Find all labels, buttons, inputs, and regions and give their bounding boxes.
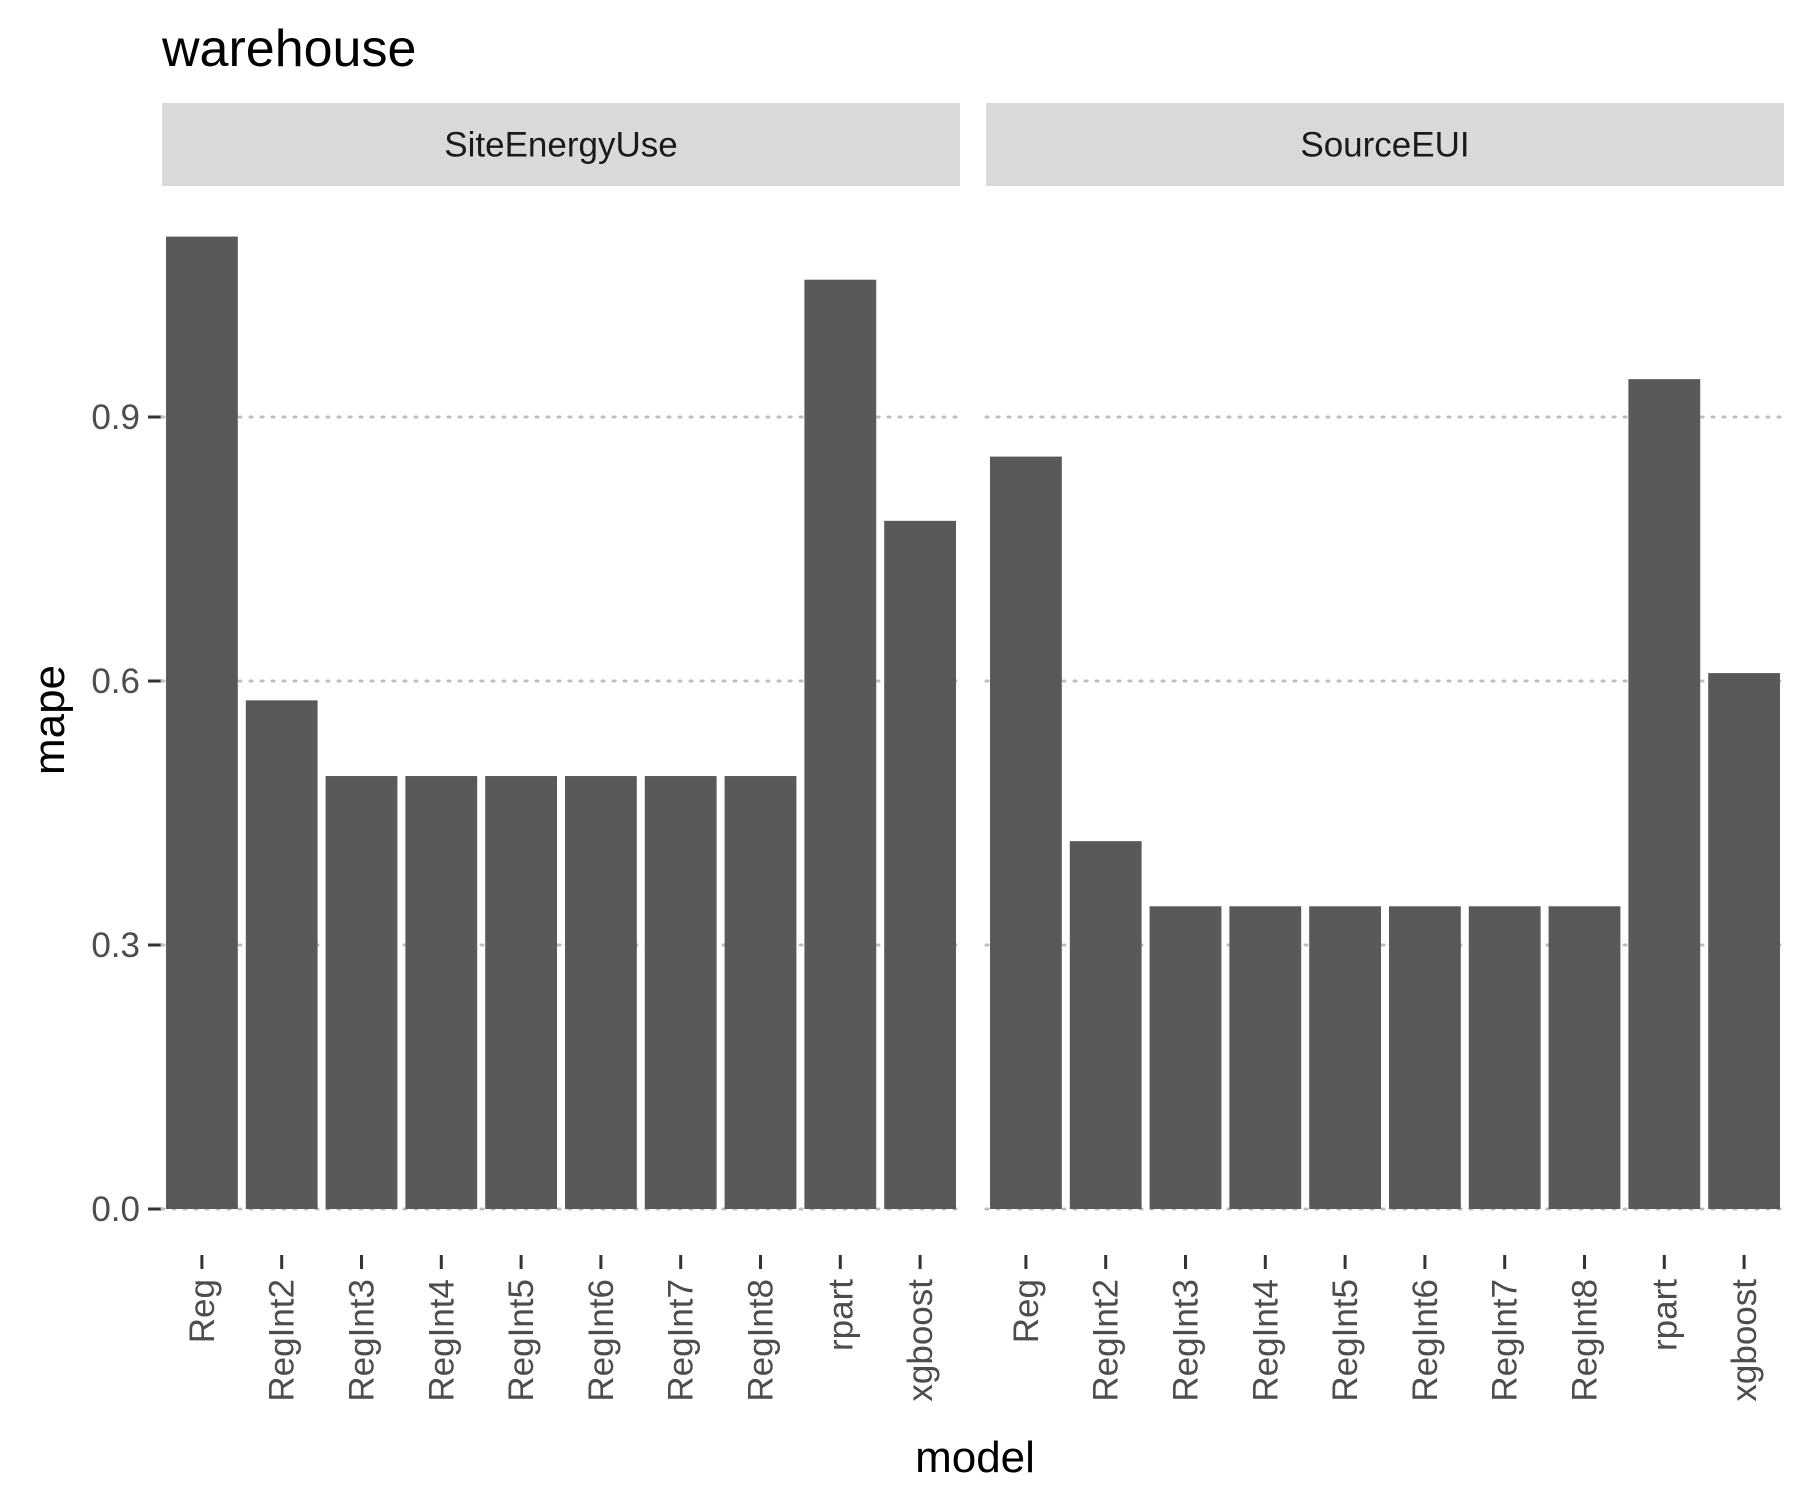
x-tick-label: RegInt2 xyxy=(263,1279,302,1402)
bar-xgboost xyxy=(1708,673,1781,1209)
x-tick-label: Reg xyxy=(1007,1279,1046,1343)
x-tick-label: RegInt2 xyxy=(1087,1279,1126,1402)
x-tick-label: RegInt4 xyxy=(422,1279,461,1402)
y-tick-label: 0.3 xyxy=(91,926,140,965)
facet-strip xyxy=(986,103,1784,186)
bar-reg xyxy=(165,236,238,1210)
bar-xgboost xyxy=(884,520,957,1209)
x-tick-label: Reg xyxy=(183,1279,222,1343)
bar-regint5 xyxy=(485,776,558,1209)
bar-regint4 xyxy=(405,776,478,1209)
plot-area: 0.0 0.3 0.6 0.9 SiteEnergyUse Reg RegInt2 RegIn… xyxy=(91,103,1786,1402)
bar-regint7 xyxy=(1468,906,1541,1209)
bar-regint8 xyxy=(1548,906,1621,1209)
x-tick-label: RegInt4 xyxy=(1246,1279,1285,1402)
chart-title: warehouse xyxy=(161,20,416,78)
bar-reg xyxy=(989,456,1062,1210)
x-axis-title: model xyxy=(915,1433,1035,1482)
facet-strip-label: SiteEnergyUse xyxy=(444,126,677,165)
y-tick-label: 0.6 xyxy=(91,662,140,701)
bar-regint4 xyxy=(1229,906,1302,1209)
facet-strip xyxy=(162,103,960,186)
x-tick-label: RegInt7 xyxy=(1486,1279,1525,1402)
bar-regint2 xyxy=(245,700,318,1209)
bar-regint3 xyxy=(1149,906,1222,1209)
y-tick-label: 0.0 xyxy=(91,1190,140,1229)
bar-regint6 xyxy=(1388,906,1461,1209)
x-tick-label: RegInt3 xyxy=(343,1279,382,1402)
x-tick-label: RegInt7 xyxy=(662,1279,701,1402)
x-tick-label: rpart xyxy=(821,1279,860,1351)
x-tick-label: RegInt3 xyxy=(1167,1279,1206,1402)
bar-regint7 xyxy=(644,776,717,1209)
y-tick-label: 0.9 xyxy=(91,398,140,437)
x-tick-label: RegInt6 xyxy=(1406,1279,1445,1402)
x-tick-label: xgboost xyxy=(901,1279,940,1402)
x-tick-label: rpart xyxy=(1645,1279,1684,1351)
x-tick-label: xgboost xyxy=(1725,1279,1764,1402)
x-tick-label: RegInt5 xyxy=(1326,1279,1365,1402)
bar-rpart xyxy=(1628,379,1701,1209)
bar-regint6 xyxy=(564,776,637,1209)
facet-strip-label: SourceEUI xyxy=(1300,126,1469,165)
bar-regint8 xyxy=(724,776,797,1209)
bar-regint5 xyxy=(1309,906,1382,1209)
x-tick-label: RegInt8 xyxy=(1566,1279,1605,1402)
y-axis-title: mape xyxy=(25,665,74,775)
x-tick-label: RegInt8 xyxy=(742,1279,781,1402)
x-tick-label: RegInt5 xyxy=(502,1279,541,1402)
bar-regint3 xyxy=(325,776,398,1209)
x-tick-label: RegInt6 xyxy=(582,1279,621,1402)
bar-regint2 xyxy=(1069,841,1142,1209)
bar-rpart xyxy=(804,279,877,1210)
